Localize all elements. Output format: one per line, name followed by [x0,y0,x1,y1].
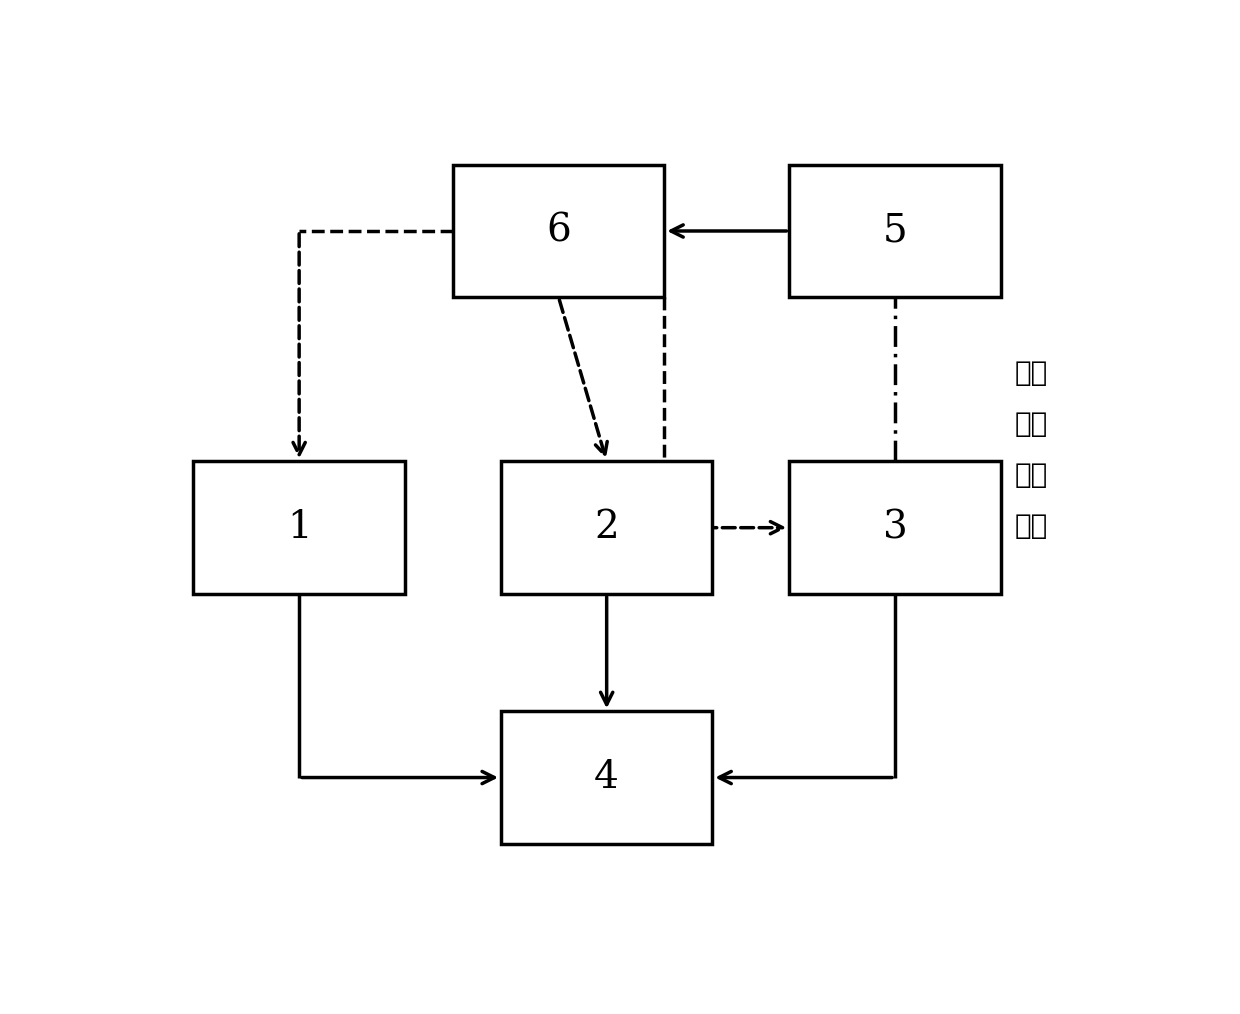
Text: 表面: 表面 [1016,461,1048,489]
Text: 3: 3 [883,509,908,547]
Text: 4: 4 [594,759,619,796]
Bar [789,461,1001,594]
Bar [501,461,712,594]
Bar [453,164,665,297]
Text: 1: 1 [286,509,311,547]
Bar [501,711,712,844]
Text: 皮肤: 皮肤 [1016,411,1048,438]
Text: 2: 2 [594,509,619,547]
Text: 5: 5 [883,213,908,249]
Text: 提供: 提供 [1016,360,1048,387]
Text: 6: 6 [547,213,570,249]
Bar [789,164,1001,297]
Bar [193,461,404,594]
Text: 温度: 温度 [1016,512,1048,539]
